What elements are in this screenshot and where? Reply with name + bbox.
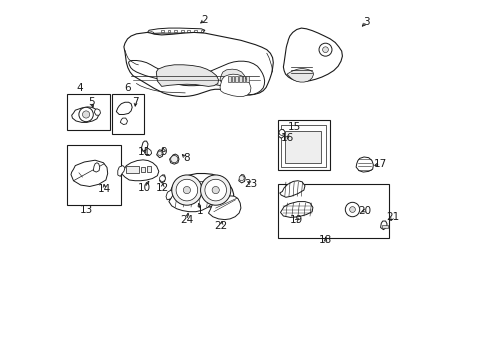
Circle shape xyxy=(204,179,226,201)
Polygon shape xyxy=(120,118,127,125)
Polygon shape xyxy=(168,186,211,212)
Bar xyxy=(228,76,230,82)
Polygon shape xyxy=(169,154,179,164)
Polygon shape xyxy=(159,175,165,183)
Circle shape xyxy=(183,186,190,194)
Bar xyxy=(161,30,163,32)
Text: 9: 9 xyxy=(160,147,166,157)
Polygon shape xyxy=(171,181,230,207)
Polygon shape xyxy=(166,190,173,200)
Text: 21: 21 xyxy=(386,212,399,222)
Bar xyxy=(231,76,234,82)
Bar xyxy=(242,76,244,82)
Text: 3: 3 xyxy=(363,17,369,27)
Circle shape xyxy=(239,176,244,181)
Circle shape xyxy=(79,107,93,122)
Circle shape xyxy=(176,179,197,201)
Text: 20: 20 xyxy=(358,206,371,216)
Polygon shape xyxy=(220,69,245,86)
Polygon shape xyxy=(148,32,153,34)
Bar xyxy=(174,30,177,32)
Text: 12: 12 xyxy=(156,183,169,193)
Bar xyxy=(146,166,151,172)
Polygon shape xyxy=(283,28,342,81)
Polygon shape xyxy=(147,28,204,34)
Text: 5: 5 xyxy=(88,96,95,107)
Polygon shape xyxy=(279,181,305,197)
Bar xyxy=(281,125,325,167)
Polygon shape xyxy=(380,221,386,230)
Text: 7: 7 xyxy=(132,96,139,107)
Bar xyxy=(141,167,145,172)
Bar xyxy=(67,145,121,205)
Polygon shape xyxy=(280,202,312,217)
Polygon shape xyxy=(156,65,218,86)
Polygon shape xyxy=(116,102,132,114)
Text: 8: 8 xyxy=(183,153,189,163)
Text: 14: 14 xyxy=(98,184,111,194)
Bar xyxy=(277,120,329,170)
Polygon shape xyxy=(355,157,373,172)
Text: 13: 13 xyxy=(80,204,93,215)
Polygon shape xyxy=(220,74,250,96)
Bar xyxy=(194,30,197,32)
Text: 11: 11 xyxy=(138,147,151,157)
Bar xyxy=(235,76,238,82)
Polygon shape xyxy=(144,148,151,156)
Text: 17: 17 xyxy=(373,159,386,169)
Polygon shape xyxy=(93,163,100,172)
Text: 6: 6 xyxy=(124,83,131,93)
Polygon shape xyxy=(168,174,233,207)
Text: 1: 1 xyxy=(197,206,203,216)
Circle shape xyxy=(345,202,359,217)
Bar xyxy=(187,30,190,32)
Text: 10: 10 xyxy=(138,183,151,193)
Circle shape xyxy=(159,176,165,181)
Text: 18: 18 xyxy=(318,235,331,246)
Bar xyxy=(167,30,170,32)
Circle shape xyxy=(279,130,284,135)
Text: 4: 4 xyxy=(77,83,83,93)
Circle shape xyxy=(349,207,355,212)
Polygon shape xyxy=(118,166,125,176)
Polygon shape xyxy=(286,68,313,82)
Polygon shape xyxy=(94,109,101,115)
Polygon shape xyxy=(128,60,264,95)
Circle shape xyxy=(82,111,89,118)
Polygon shape xyxy=(156,150,163,158)
Bar xyxy=(181,30,183,32)
Text: 23: 23 xyxy=(244,179,257,189)
Polygon shape xyxy=(208,196,241,220)
Polygon shape xyxy=(141,141,148,151)
Bar xyxy=(67,94,110,130)
Bar xyxy=(200,30,203,32)
Polygon shape xyxy=(72,107,99,122)
Circle shape xyxy=(322,47,328,53)
Text: 15: 15 xyxy=(287,122,300,132)
Circle shape xyxy=(212,186,219,194)
Bar xyxy=(239,76,241,82)
Polygon shape xyxy=(71,160,107,186)
Bar xyxy=(381,225,387,228)
Bar xyxy=(277,184,388,238)
Circle shape xyxy=(158,151,162,156)
Circle shape xyxy=(318,43,331,56)
Polygon shape xyxy=(121,160,159,181)
Text: 2: 2 xyxy=(201,15,208,25)
Circle shape xyxy=(171,175,202,205)
Text: 19: 19 xyxy=(289,215,303,225)
Text: 16: 16 xyxy=(280,132,293,143)
Bar xyxy=(126,166,139,173)
Circle shape xyxy=(170,156,178,163)
Polygon shape xyxy=(278,130,284,138)
Polygon shape xyxy=(238,175,244,183)
Text: 24: 24 xyxy=(180,215,193,225)
Polygon shape xyxy=(123,32,273,96)
Bar xyxy=(246,76,248,82)
Bar xyxy=(284,131,320,163)
Circle shape xyxy=(200,175,230,205)
Bar xyxy=(112,94,143,134)
Text: 22: 22 xyxy=(214,221,227,231)
